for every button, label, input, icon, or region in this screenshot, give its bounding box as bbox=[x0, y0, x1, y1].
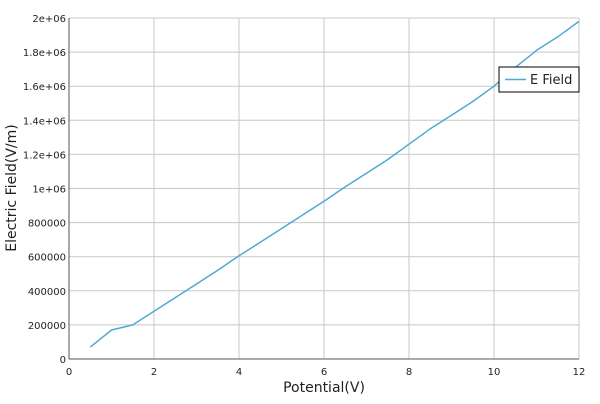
legend-label-e-field: E Field bbox=[530, 73, 572, 88]
tick-labels: 0 2 4 6 8 10 12 0 200000 400000 600000 800000 1e+06 1… bbox=[23, 14, 586, 378]
x-tick-label-2: 4 bbox=[236, 367, 242, 378]
y-tick-label-6: 1.2e+06 bbox=[23, 150, 66, 161]
x-tick-label-4: 8 bbox=[406, 367, 412, 378]
y-tick-label-4: 800000 bbox=[28, 219, 66, 230]
x-axis-title: Potential(V) bbox=[283, 380, 365, 396]
x-tick-label-0: 0 bbox=[66, 367, 72, 378]
y-tick-label-5: 1e+06 bbox=[32, 185, 66, 196]
y-tick-label-8: 1.6e+06 bbox=[23, 82, 66, 93]
y-tick-label-9: 1.8e+06 bbox=[23, 48, 66, 59]
y-tick-label-1: 200000 bbox=[28, 321, 66, 332]
x-tick-label-3: 6 bbox=[321, 367, 327, 378]
series-lines bbox=[89, 20, 580, 348]
y-tick-label-0: 0 bbox=[60, 355, 66, 366]
legend: E Field bbox=[498, 66, 580, 93]
y-axis-title: Electric Field(V/m) bbox=[4, 124, 20, 252]
y-tick-label-2: 400000 bbox=[28, 287, 66, 298]
series-line-e-field bbox=[89, 20, 580, 348]
x-tick-label-6: 12 bbox=[573, 367, 586, 378]
x-tick-label-5: 10 bbox=[488, 367, 501, 378]
y-tick-label-3: 600000 bbox=[28, 253, 66, 264]
y-tick-label-10: 2e+06 bbox=[32, 14, 66, 25]
x-tick-label-1: 2 bbox=[151, 367, 157, 378]
axes bbox=[68, 18, 579, 360]
y-tick-label-7: 1.4e+06 bbox=[23, 116, 66, 127]
